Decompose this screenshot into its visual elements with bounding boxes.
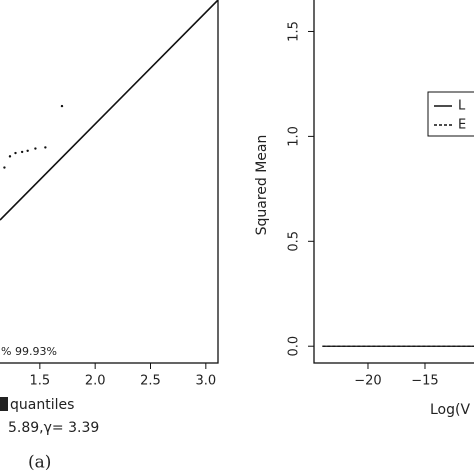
point bbox=[34, 147, 37, 150]
legend-box bbox=[427, 91, 474, 137]
x-tick-label: 1.5 bbox=[29, 374, 50, 389]
y-tick-label: 1.5 bbox=[287, 21, 302, 42]
x-axis-label: quantiles bbox=[10, 397, 74, 413]
y-tick-label: 1.0 bbox=[287, 126, 302, 147]
point bbox=[44, 146, 47, 149]
point bbox=[14, 151, 17, 155]
legend-label: E bbox=[458, 118, 466, 133]
reference-line bbox=[0, 0, 219, 221]
legend-label: L bbox=[458, 99, 466, 114]
plot-frame bbox=[313, 0, 474, 364]
x-tick-label: 2.5 bbox=[140, 374, 161, 389]
point bbox=[26, 149, 29, 152]
caption: (a) bbox=[28, 453, 51, 473]
cut-glyph bbox=[0, 397, 8, 411]
annotation: % 99.93% bbox=[1, 345, 57, 358]
plot-frame bbox=[0, 0, 219, 364]
x-tick-label: −20 bbox=[354, 374, 381, 389]
point bbox=[8, 155, 12, 158]
x-tick-label: 2.0 bbox=[85, 374, 106, 389]
y-tick-label: 0.5 bbox=[287, 231, 302, 252]
x-tick-label: 3.0 bbox=[195, 374, 216, 389]
point bbox=[60, 104, 64, 108]
x-tick-label: −15 bbox=[411, 374, 438, 389]
subtitle: 5.89,γ= 3.39 bbox=[8, 420, 99, 436]
point bbox=[3, 166, 6, 169]
y-tick-label: 0.0 bbox=[287, 336, 302, 357]
y-axis-label: Squared Mean bbox=[254, 135, 270, 236]
point bbox=[20, 150, 24, 154]
x-axis-label: Log(V bbox=[430, 402, 470, 418]
